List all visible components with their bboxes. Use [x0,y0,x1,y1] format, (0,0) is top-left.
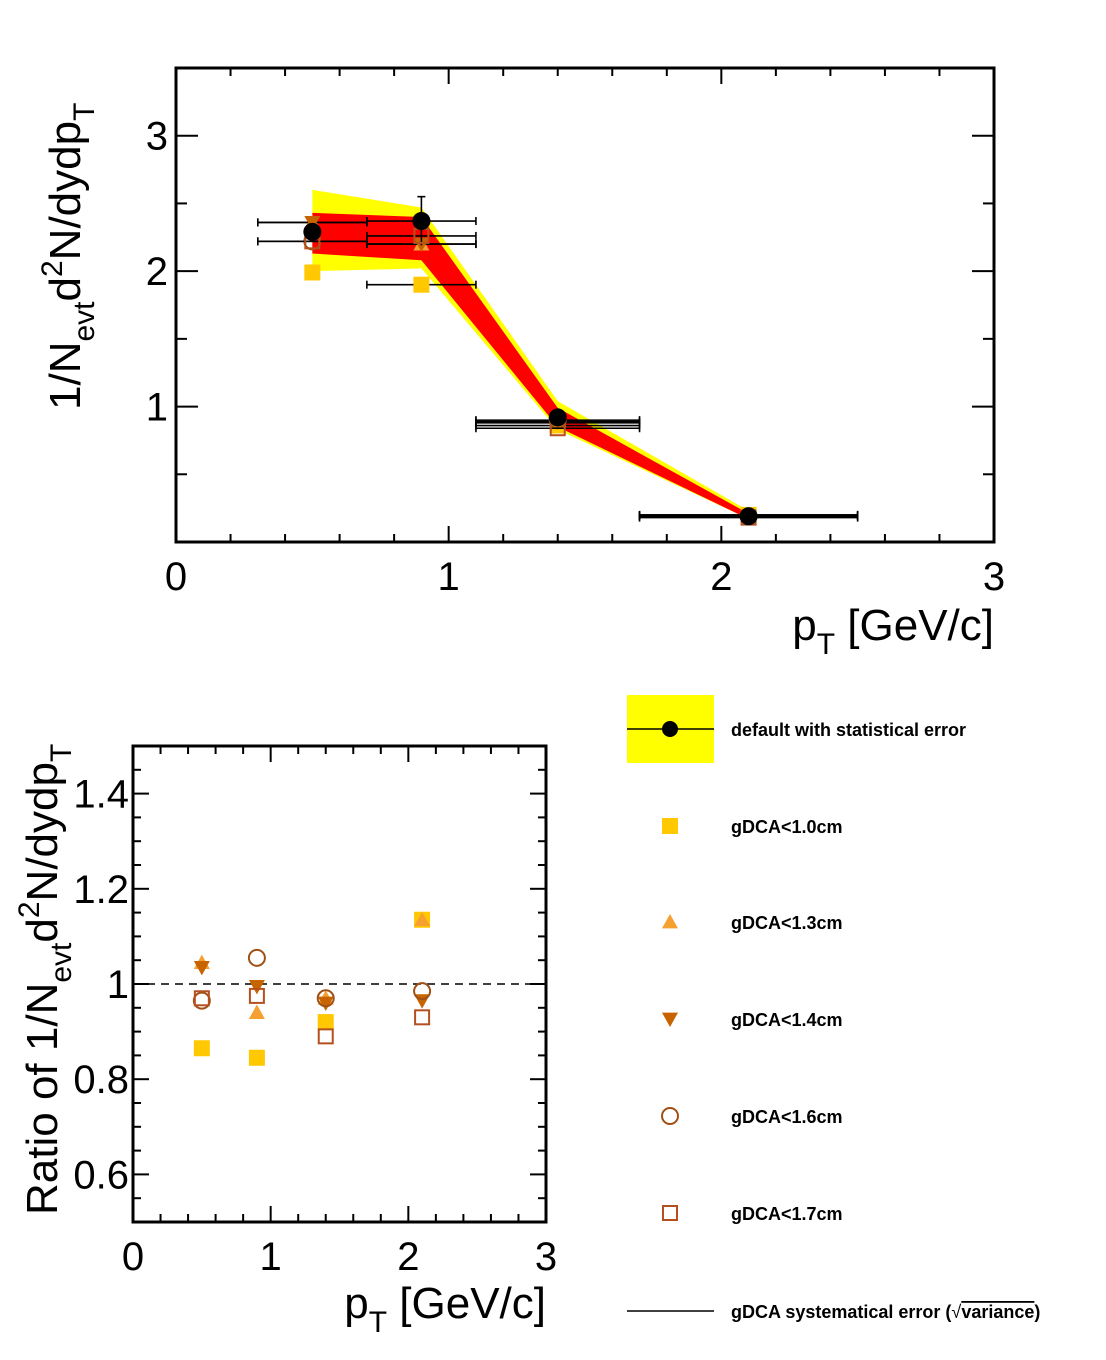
x-tick-label: 0 [165,555,187,599]
y-tick-label: 1 [146,386,168,430]
top-markers [256,195,859,526]
legend-label: gDCA<1.6cm [731,1107,843,1127]
y-tick-label: 0.6 [73,1153,129,1197]
systematic-error-band [312,212,749,519]
x-tick-label: 2 [710,555,732,599]
legend-marker-gdca-1-7 [662,1205,678,1221]
bottom-point-gdca-1-4 [193,960,210,976]
top-panel: 0 1 2 3 1 2 3 pT [GeV/c] 1/Nevtd2N/dydpT [36,66,1005,661]
bottom-point-gdca-1-7 [414,1009,431,1026]
top-x-axis-title: pT [GeV/c] [792,601,994,661]
x-tick-label: 3 [535,1235,557,1279]
bottom-point-gdca-1-4 [248,979,265,995]
bottom-markers [192,911,432,1066]
top-point-default [548,408,567,427]
legend-label-prefix: gDCA systematical error ( [731,1302,951,1322]
top-point-default [739,507,758,526]
bottom-point-gdca-1-3 [248,1004,265,1019]
legend-marker-gdca-1-3 [662,914,678,929]
legend-label-suffix: ) [1034,1302,1040,1322]
bottom-point-gdca-1-7 [317,1028,334,1045]
bottom-point-gdca-1-6 [413,982,432,1001]
bottom-x-axis-title: pT [GeV/c] [344,1279,546,1339]
bottom-point-gdca-1-7 [193,990,210,1007]
top-point-gdca-1-0 [304,264,321,281]
root-sign: √ [951,1302,961,1322]
legend-item-gdca-1-7: gDCA<1.7cm [662,1204,843,1224]
legend-item-syst: gDCA systematical error (√variance) [627,1302,1040,1322]
top-y-axis-title: 1/Nevtd2N/dydpT [36,103,101,410]
top-plot-frame [174,66,996,544]
legend-label: gDCA<1.7cm [731,1204,843,1224]
bottom-point-gdca-1-4 [317,996,334,1012]
y-tick-label: 2 [146,250,168,294]
legend-item-gdca-1-4: gDCA<1.4cm [662,1010,843,1030]
legend-label: gDCA<1.3cm [731,913,843,933]
bottom-point-gdca-1-0 [248,1049,265,1066]
legend-label: gDCA systematical error (√variance) [731,1302,1040,1322]
x-tick-label: 2 [397,1235,419,1279]
bottom-panel: 0 1 2 3 0.6 0.8 1 1.2 1.4 pT [GeV/c] Ratio of 1/… [13,744,557,1339]
legend-label: gDCA<1.0cm [731,817,843,837]
bottom-point-gdca-1-0 [317,1014,334,1031]
top-bands [312,189,749,519]
x-tick-label: 0 [122,1235,144,1279]
bottom-point-gdca-1-0 [193,1040,210,1057]
legend-marker-gdca-1-6 [661,1107,679,1125]
top-axis-ticks: 0 1 2 3 1 2 3 [146,67,1005,599]
legend-label: gDCA<1.4cm [731,1010,843,1030]
legend-item-gdca-1-0: gDCA<1.0cm [662,817,843,837]
y-tick-label: 0.8 [73,1058,129,1102]
legend-marker-gdca-1-4 [662,1012,678,1027]
bottom-point-gdca-1-6 [316,989,335,1008]
y-tick-label: 1 [107,963,129,1007]
y-tick-label: 1.4 [73,773,129,817]
bottom-axis-ticks: 0 1 2 3 0.6 0.8 1 1.2 1.4 [73,745,557,1279]
legend-marker-gdca-1-0 [662,818,678,834]
x-tick-label: 1 [438,555,460,599]
bottom-point-gdca-1-6 [247,948,266,967]
legend-item-default: default with statistical error [627,695,966,763]
legend-item-gdca-1-6: gDCA<1.6cm [661,1107,843,1127]
y-tick-label: 3 [146,115,168,159]
legend-marker-default [662,721,678,737]
legend-label-root: variance [961,1302,1034,1322]
top-point-gdca-1-0 [413,276,430,293]
x-tick-label: 3 [983,555,1005,599]
legend-label: default with statistical error [731,720,966,740]
top-point-default [412,212,431,231]
bottom-point-gdca-1-3 [414,911,431,927]
x-tick-label: 1 [260,1235,282,1279]
bottom-point-gdca-1-7 [248,987,265,1004]
bottom-y-axis-title: Ratio of 1/Nevtd2N/dydpT [13,744,78,1215]
legend: default with statistical error gDCA<1.0cm… [627,695,1040,1322]
y-tick-label: 1.2 [73,868,129,912]
top-point-default [303,222,322,241]
legend-item-gdca-1-3: gDCA<1.3cm [662,913,843,933]
